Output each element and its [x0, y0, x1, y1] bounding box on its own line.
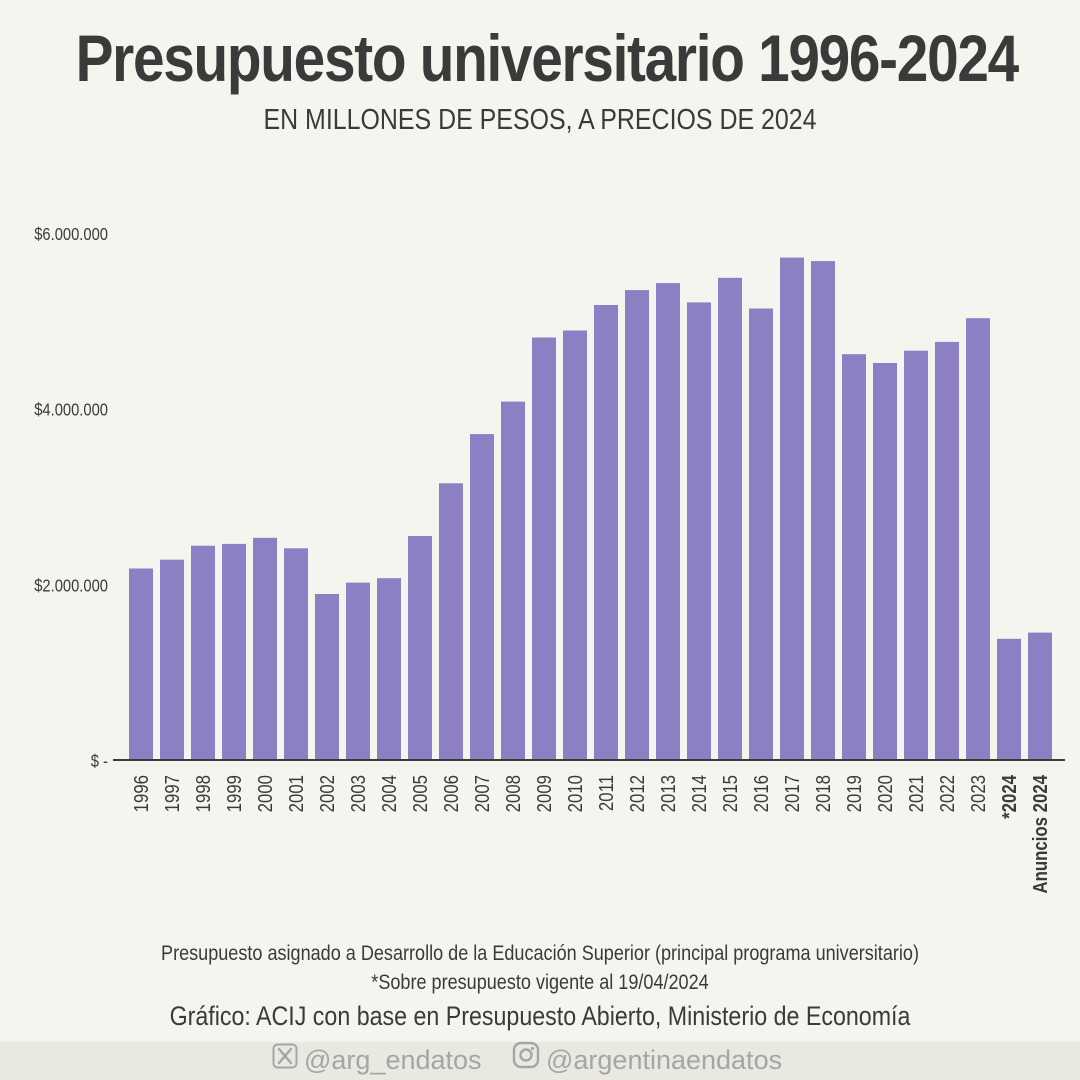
y-tick-label: $6.000.000 — [34, 225, 108, 245]
x-tick-label: 2000 — [254, 775, 277, 812]
bar-2013 — [656, 283, 680, 760]
bar-2002 — [315, 594, 339, 760]
bar-1999 — [222, 543, 246, 760]
x-tick-label: 2022 — [936, 775, 959, 812]
x-tick-label: 2021 — [905, 775, 928, 812]
bar-1998 — [191, 545, 215, 760]
x-tick-label: 2010 — [564, 775, 587, 812]
x-tick-label: 2003 — [347, 775, 370, 812]
bar-anuncios-2024 — [1028, 632, 1052, 760]
chart-title: Presupuesto universitario 1996-2024 — [75, 21, 1020, 95]
bar-2018 — [811, 261, 835, 760]
x-logo-icon — [272, 1042, 298, 1078]
y-axis-ticks: $ - $2.000.000 $4.000.000 $6.000.000 — [34, 225, 108, 772]
bar-2023 — [966, 318, 990, 760]
bar-2016 — [749, 308, 773, 760]
chart-subtitle: EN MILLONES DE PESOS, A PRECIOS DE 2024 — [263, 104, 817, 136]
bar-2000 — [253, 537, 277, 760]
x-tick-label: Anuncios 2024 — [1029, 774, 1052, 893]
x-tick-label: 2002 — [316, 775, 339, 812]
x-tick-label: 2015 — [719, 775, 742, 812]
bar-1996 — [129, 568, 153, 760]
bar-2020 — [873, 363, 897, 760]
x-tick-label: 2012 — [626, 775, 649, 812]
x-tick-label: 2018 — [812, 775, 835, 812]
x-tick-label: *2024 — [998, 774, 1021, 819]
x-tick-label: 1999 — [223, 775, 246, 812]
x-tick-label: 2013 — [657, 775, 680, 812]
x-tick-label: 2019 — [843, 775, 866, 812]
x-tick-label: 2006 — [440, 775, 463, 812]
x-tick-label: 2001 — [285, 775, 308, 812]
bar-2017 — [780, 257, 804, 760]
x-tick-label: 2008 — [502, 775, 525, 812]
y-tick-label: $4.000.000 — [34, 400, 108, 420]
social-x[interactable]: @arg_endatos — [272, 1042, 482, 1080]
x-tick-label: 2014 — [688, 775, 711, 812]
x-tick-label: 2007 — [471, 775, 494, 812]
bar-2006 — [439, 483, 463, 760]
x-axis-labels: 1996 1997 1998 1999 2000 2001 2002 2003 2004 2005… — [130, 774, 1052, 893]
bar-2019 — [842, 354, 866, 760]
bar-2011 — [594, 305, 618, 760]
social-instagram[interactable]: @argentinaendatos — [512, 1042, 782, 1080]
bar-2024 — [997, 638, 1021, 760]
source-credit: Gráfico: ACIJ con base en Presupuesto Ab… — [169, 1001, 911, 1031]
y-tick-label: $2.000.000 — [34, 576, 108, 596]
y-tick-label: $ - — [91, 752, 108, 772]
bar-2014 — [687, 302, 711, 760]
x-tick-label: 2017 — [781, 775, 804, 812]
bar-2022 — [935, 341, 959, 760]
bar-2003 — [346, 582, 370, 760]
x-tick-label: 2005 — [409, 775, 432, 812]
x-tick-label: 1996 — [130, 775, 153, 812]
bar-2009 — [532, 337, 556, 760]
x-tick-label: 2009 — [533, 775, 556, 812]
social-bar: @arg_endatos @argentinaendatos — [0, 1042, 1080, 1080]
x-tick-label: 2023 — [967, 775, 990, 812]
instagram-icon — [512, 1041, 540, 1078]
bar-2008 — [501, 401, 525, 760]
footnote-program: Presupuesto asignado a Desarrollo de la … — [161, 942, 919, 965]
x-tick-label: 1997 — [161, 775, 184, 812]
bar-2021 — [904, 350, 928, 760]
bars — [129, 257, 1052, 760]
footnote-date: *Sobre presupuesto vigente al 19/04/2024 — [371, 971, 709, 994]
bar-2004 — [377, 578, 401, 760]
x-tick-label: 2020 — [874, 775, 897, 812]
bar-2001 — [284, 548, 308, 760]
bar-2007 — [470, 434, 494, 760]
social-x-handle: @arg_endatos — [304, 1045, 482, 1075]
x-tick-label: 2016 — [750, 775, 773, 812]
bar-2015 — [718, 277, 742, 760]
bar-2005 — [408, 536, 432, 760]
bar-1997 — [160, 559, 184, 760]
x-tick-label: 2004 — [378, 775, 401, 812]
bar-2010 — [563, 330, 587, 760]
x-tick-label: 1998 — [192, 775, 215, 812]
bar-2012 — [625, 290, 649, 760]
social-instagram-handle: @argentinaendatos — [546, 1045, 783, 1075]
x-tick-label: 2011 — [595, 775, 618, 811]
